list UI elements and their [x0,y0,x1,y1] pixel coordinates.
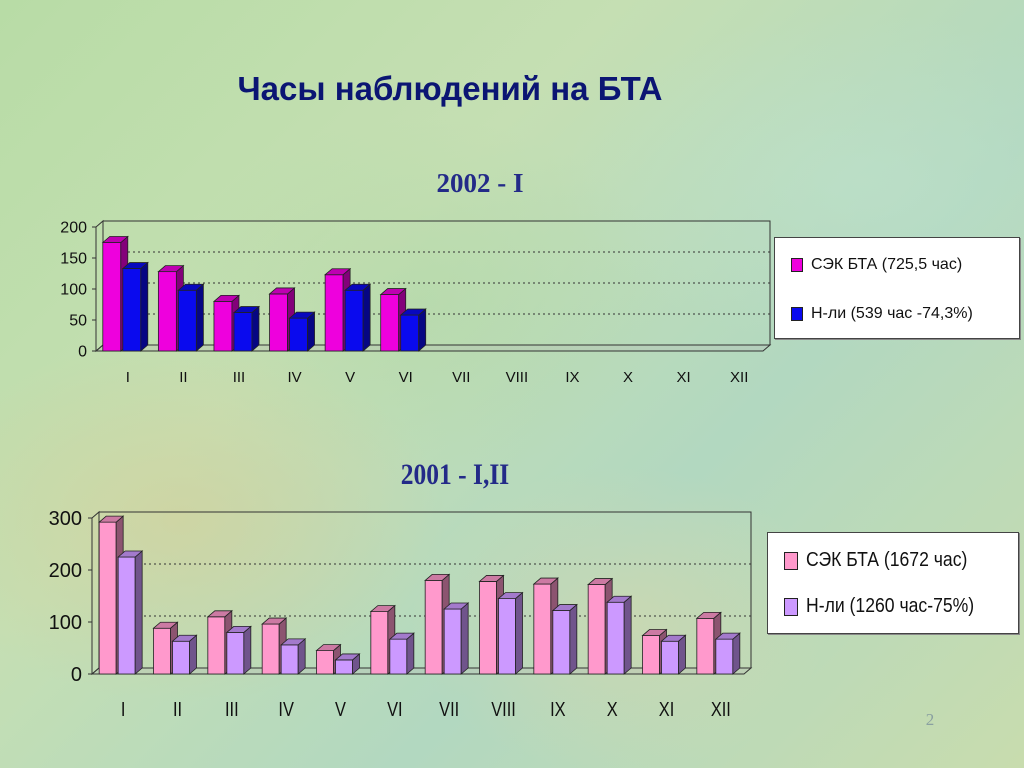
bar-nights-VIII [497,591,524,675]
legend-item-nights: Н-ли (1260 час-75%) [784,595,997,618]
page-number: 2 [925,710,935,729]
bar-nights-II [171,634,198,675]
y-tick-label: 100 [60,282,87,299]
bar-nights-XII [714,632,741,675]
y-tick-label: 200 [49,560,82,582]
x-tick-label: VIII [491,697,516,720]
y-tick-label: 100 [49,612,82,634]
legend-label-nights: Н-ли (1260 час-75%) [806,595,975,617]
legend-item-sek: СЭК БТА (725,5 час) [791,256,962,274]
bar-nights-IV [280,638,307,675]
bar-nights-I [117,550,144,675]
bar-nights-XI [660,634,687,675]
y-tick-label: 150 [60,251,87,268]
bar-nights-VI [399,308,427,352]
legend-2001: СЭК БТА (1672 час) Н-ли (1260 час-75%) [767,532,1019,634]
legend-swatch-nights [784,597,798,616]
legend-swatch-sek [791,257,803,272]
y-tick-label: 0 [78,344,87,361]
x-tick-label: III [233,369,246,386]
legend-item-sek: СЭК БТА (1672 час) [784,549,989,572]
x-tick-label: I [126,369,130,386]
bar-nights-IV [288,311,316,352]
x-tick-label: IX [565,369,579,386]
x-tick-label: IV [278,697,294,720]
bar-nights-V [334,653,361,675]
x-tick-label: I [121,697,126,720]
x-tick-label: XI [677,369,691,386]
legend-item-nights: Н-ли (539 час -74,3%) [791,305,973,323]
x-tick-label: XII [711,697,731,720]
x-tick-label: VI [399,369,413,386]
bar-nights-III [225,625,252,675]
x-tick-label: XII [730,369,748,386]
bar-nights-VII [443,602,470,675]
bar-nights-I [121,261,149,352]
y-tick-label: 200 [60,220,87,237]
x-tick-label: II [173,697,182,720]
chart-title-2002: 2002 - I [436,168,524,198]
x-tick-label: VII [452,369,470,386]
bar-nights-X [606,595,633,675]
x-tick-label: VI [387,697,402,720]
legend-label-nights: Н-ли (539 час -74,3%) [811,305,973,322]
x-tick-label: V [335,697,347,720]
bar-nights-II [177,283,205,352]
x-tick-label: XI [659,697,674,720]
bar-nights-V [344,283,372,352]
bar-nights-III [232,305,261,352]
x-tick-label: X [607,697,618,720]
plot-side-wall [91,510,100,676]
bar-nights-VI [388,632,415,675]
legend-label-sek: СЭК БТА (1672 час) [806,549,968,571]
x-tick-label: VIII [506,369,529,386]
x-tick-label: II [179,369,187,386]
y-tick-label: 50 [69,313,87,330]
x-tick-label: V [345,369,355,386]
x-tick-label: IV [287,369,301,386]
x-tick-label: X [623,369,633,386]
y-tick-label: 300 [49,508,82,530]
bar-sek-I [101,235,129,352]
y-tick-label: 0 [71,664,82,686]
legend-label-sek: СЭК БТА (725,5 час) [811,256,963,273]
plot-side-wall [95,219,104,353]
legend-2002: СЭК БТА (725,5 час) Н-ли (539 час -74,3%… [774,237,1020,339]
legend-swatch-sek [784,551,798,570]
x-tick-label: IX [550,697,565,720]
chart-title-2001: 2001 - I,II [400,458,510,491]
bar-nights-IX [551,603,578,675]
x-tick-label: VII [439,697,459,720]
legend-swatch-nights [791,306,803,321]
slide-title: Часы наблюдений на БТА [237,70,663,107]
x-tick-label: III [225,697,239,720]
